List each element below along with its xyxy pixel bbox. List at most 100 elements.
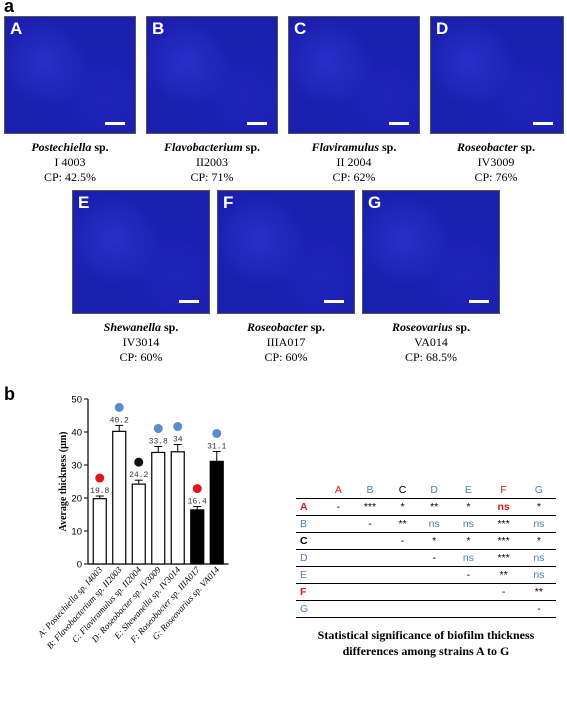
table-cell xyxy=(388,566,418,584)
species-abbr: sp. xyxy=(382,140,397,154)
caption-a: Postechiella sp. I 4003 CP: 42.5% xyxy=(0,140,140,185)
caption-b: Flavobacterium sp. II2003 CP: 71% xyxy=(142,140,282,185)
bar xyxy=(190,509,205,565)
cp-value: CP: 60% xyxy=(119,350,163,364)
species-abbr: sp. xyxy=(455,320,471,334)
y-tick-label: 40 xyxy=(71,428,82,439)
bar xyxy=(112,430,127,565)
y-tick-label: 0 xyxy=(77,560,82,571)
genus: Roseobacter xyxy=(247,320,308,334)
micrograph-c: C xyxy=(288,16,420,134)
genus: Postechiella xyxy=(31,140,92,154)
strain: IIIA017 xyxy=(266,335,306,349)
species-abbr: sp. xyxy=(164,320,179,334)
table-cell xyxy=(351,566,389,584)
data-label: 33.8 xyxy=(149,438,168,447)
micrograph-tag: F xyxy=(223,193,234,212)
table-caption: Statistical significance of biofilm thic… xyxy=(286,627,566,659)
scale-bar xyxy=(469,300,489,303)
table-cell: - xyxy=(388,532,418,550)
strain: I 4003 xyxy=(54,155,86,169)
table-header-G: G xyxy=(521,482,556,499)
data-label: 24.2 xyxy=(129,471,148,480)
row-label: B xyxy=(296,515,325,533)
data-label: 40.2 xyxy=(110,416,129,425)
table-header-C: C xyxy=(388,482,418,499)
table-cell: ns xyxy=(485,498,522,516)
row-label: D xyxy=(296,549,325,567)
table-row: C - * * *** * xyxy=(296,532,556,550)
table-cell: * xyxy=(521,532,556,550)
table-row: G- xyxy=(296,600,556,618)
strain: II 2004 xyxy=(336,155,372,169)
table-cell xyxy=(451,600,486,618)
micrograph-d: D xyxy=(430,16,564,134)
scale-bar xyxy=(247,122,267,125)
bar xyxy=(92,498,107,565)
table-cell: - xyxy=(351,515,389,533)
row-label: A xyxy=(296,498,325,516)
table-header-B: B xyxy=(351,482,389,499)
data-label: 31.1 xyxy=(207,442,226,451)
caption-g: Roseovarius sp. VA014 CP: 68.5% xyxy=(360,320,502,365)
table-row: D - ns *** ns xyxy=(296,549,556,567)
panel-b-label: b xyxy=(4,384,15,404)
table-cell: - xyxy=(417,549,452,567)
cp-value: CP: 71% xyxy=(190,170,234,184)
table-cell xyxy=(417,566,452,584)
micrograph-b: B xyxy=(146,16,278,134)
scale-bar xyxy=(179,300,199,303)
scale-bar xyxy=(389,122,409,125)
table-cell xyxy=(324,549,352,567)
bar xyxy=(131,483,146,565)
significance-dot xyxy=(212,428,222,438)
table-cell xyxy=(324,566,352,584)
table-header-A: A xyxy=(324,482,352,499)
table-cell: ** xyxy=(485,566,522,584)
table-cell: ns xyxy=(521,515,556,533)
table-cell xyxy=(351,549,389,567)
cp-value: CP: 62% xyxy=(332,170,376,184)
genus: Roseovarius xyxy=(391,320,453,334)
micrograph-tag: B xyxy=(152,19,165,38)
table-cell: - xyxy=(521,600,556,618)
table-row: B - ** ns ns *** ns xyxy=(296,515,556,533)
micrograph-tag: G xyxy=(368,193,382,212)
table-cell: *** xyxy=(351,498,389,516)
micrograph-a: A xyxy=(4,16,136,134)
table-caption-line-2: differences among strains A to G xyxy=(342,644,510,658)
row-label: C xyxy=(296,532,325,550)
y-tick-label: 30 xyxy=(71,461,82,472)
row-label: E xyxy=(296,566,325,584)
genus: Shewanella xyxy=(103,320,161,334)
data-label: 16.4 xyxy=(188,498,207,507)
table-header-E: E xyxy=(451,482,486,499)
species-abbr: sp. xyxy=(94,140,109,154)
table-row: E - ** ns xyxy=(296,566,556,584)
table-cell: ns xyxy=(417,515,452,533)
strain: II2003 xyxy=(196,155,228,169)
significance-dot xyxy=(114,402,124,412)
table-cell xyxy=(324,600,352,618)
strain: IV3009 xyxy=(477,155,515,169)
table-cell: ** xyxy=(417,498,452,516)
caption-f: Roseobacter sp. IIIA017 CP: 60% xyxy=(215,320,357,365)
table-cell: - xyxy=(485,583,522,601)
table-cell: *** xyxy=(485,532,522,550)
y-tick-label: 20 xyxy=(71,494,82,505)
table-cell: - xyxy=(324,498,352,516)
cp-value: CP: 76% xyxy=(474,170,518,184)
table-cell: * xyxy=(521,498,556,516)
table-cell xyxy=(351,600,389,618)
significance-dot xyxy=(192,484,202,494)
cp-value: CP: 68.5% xyxy=(404,350,457,364)
micrograph-tag: C xyxy=(294,19,307,38)
row-label: G xyxy=(296,600,325,618)
species-abbr: sp. xyxy=(520,140,535,154)
data-label: 34 xyxy=(173,436,183,445)
significance-dot xyxy=(134,457,144,467)
table-cell xyxy=(351,583,389,601)
